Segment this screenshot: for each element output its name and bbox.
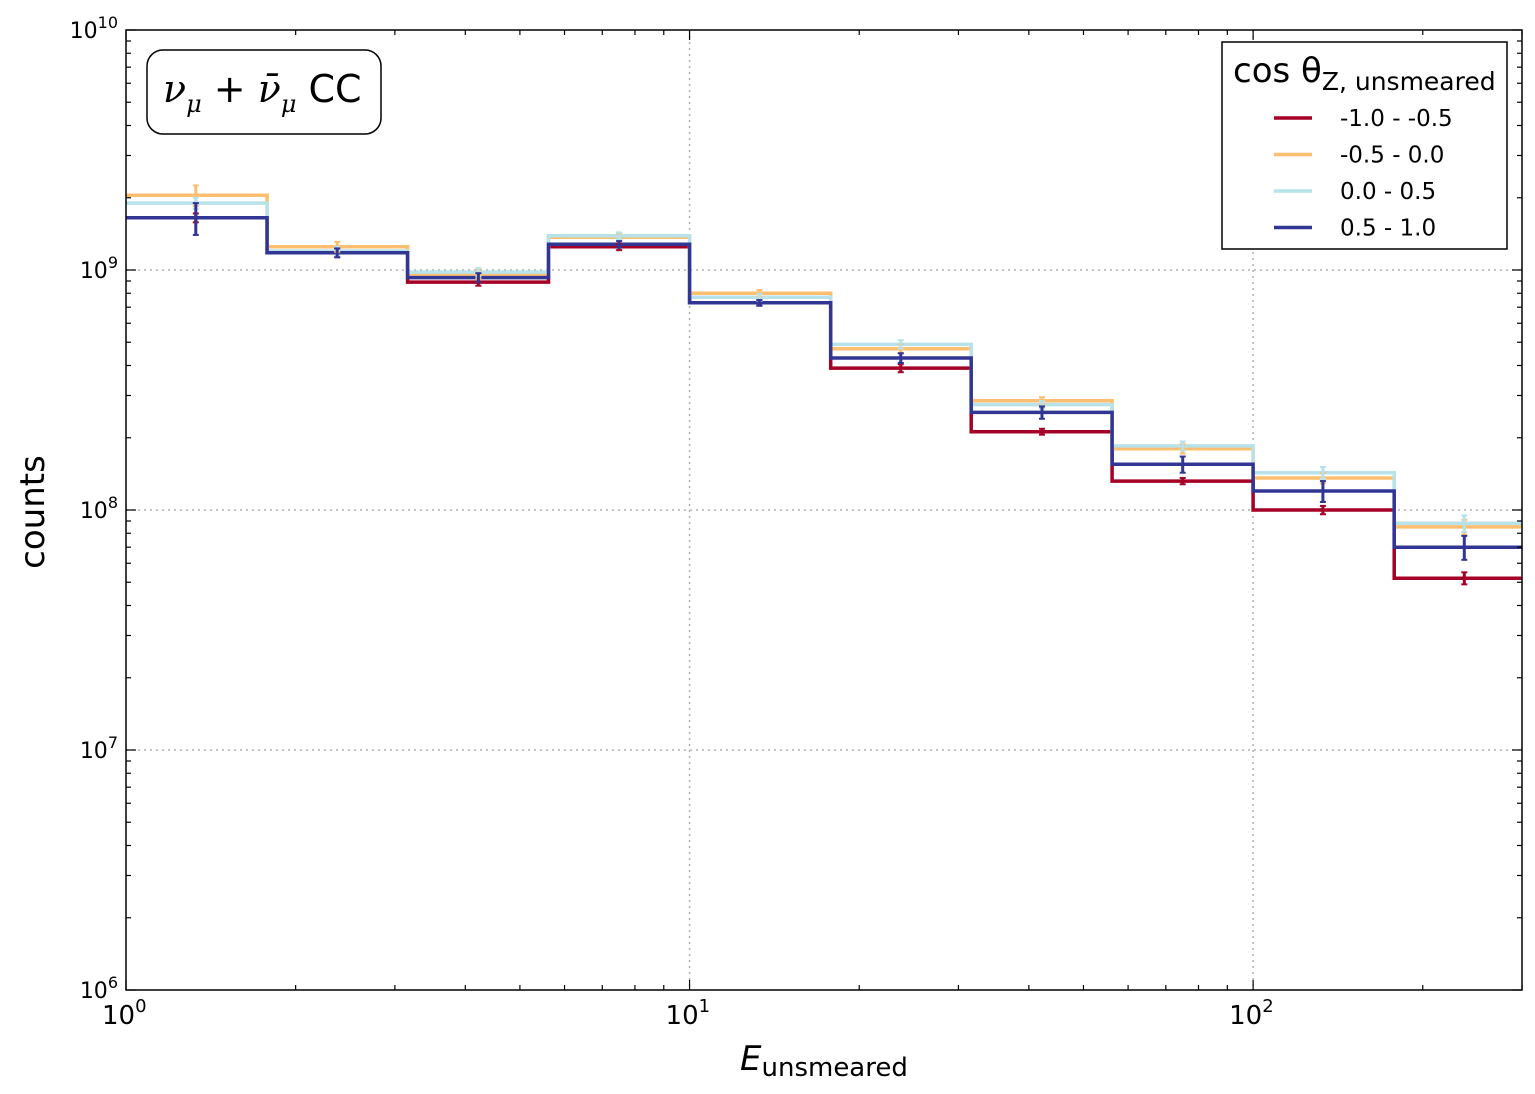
annotation-sub-mu2: μ xyxy=(281,90,297,118)
y-tick-label: 107 xyxy=(80,733,118,764)
y-tick-label-exp: 8 xyxy=(108,493,118,512)
x-tick-label-exp: 2 xyxy=(1262,996,1273,1017)
annotation-sub-mu: μ xyxy=(186,90,202,118)
annotation-text: νμ + ν̄μ CC xyxy=(163,67,362,118)
annotation-plus: + xyxy=(202,67,258,111)
x-tick-label-exp: 1 xyxy=(699,996,710,1017)
x-tick-label-base: 10 xyxy=(1229,1001,1262,1031)
y-tick-label-base: 10 xyxy=(80,499,108,524)
legend-label: 0.5 - 1.0 xyxy=(1340,216,1436,242)
y-tick-label: 108 xyxy=(80,493,118,524)
x-axis-label: Eunsmeared xyxy=(740,1039,908,1083)
y-tick-label-base: 10 xyxy=(80,979,108,1004)
legend-title-sub: Z, unsmeared xyxy=(1322,67,1496,96)
legend-frame xyxy=(1221,41,1508,250)
legend-title: cos θZ, unsmeared xyxy=(1233,51,1496,96)
x-tick-label: 102 xyxy=(1229,996,1274,1031)
y-tick-label-exp: 10 xyxy=(98,13,118,32)
legend-label: 0.0 - 0.5 xyxy=(1340,179,1436,205)
y-tick-label-base: 10 xyxy=(80,739,108,764)
x-tick-label: 100 xyxy=(102,996,147,1031)
y-tick-label-base: 10 xyxy=(70,19,98,44)
annotation-box: νμ + ν̄μ CC xyxy=(146,49,382,135)
axis-ticks xyxy=(125,29,1523,991)
y-tick-label: 1010 xyxy=(70,13,118,44)
legend: cos θZ, unsmeared -1.0 - -0.5 -0.5 - 0.0 0… xyxy=(1221,41,1508,250)
y-tick-label-exp: 9 xyxy=(108,253,118,272)
errorbar-layer xyxy=(192,184,1468,586)
x-axis-label-main: E xyxy=(740,1039,762,1079)
legend-label: -0.5 - 0.0 xyxy=(1340,143,1444,169)
y-axis-label: counts xyxy=(13,455,53,569)
x-tick-label-base: 10 xyxy=(102,1001,135,1031)
x-tick-label-exp: 0 xyxy=(135,996,146,1017)
x-tick-label-base: 10 xyxy=(666,1001,699,1031)
x-tick-label: 101 xyxy=(666,996,711,1031)
legend-items: -1.0 - -0.5 -0.5 - 0.0 0.0 - 0.5 0.5 - 1.0 xyxy=(1274,106,1453,242)
y-tick-label-base: 10 xyxy=(80,259,108,284)
annotation-suffix: CC xyxy=(296,67,361,111)
legend-label: -1.0 - -0.5 xyxy=(1340,106,1453,132)
series-layer xyxy=(126,193,1522,580)
annotation-nubar: ν̄ xyxy=(258,67,281,111)
annotation-nu: ν xyxy=(163,67,186,111)
x-axis-label-sub: unsmeared xyxy=(761,1053,907,1083)
y-tick-label: 109 xyxy=(80,253,118,284)
legend-title-main: cos θ xyxy=(1233,51,1322,91)
series-line-3 xyxy=(126,216,1522,549)
annotation-frame xyxy=(146,49,382,135)
y-tick-label-exp: 7 xyxy=(108,733,118,752)
y-tick-label-exp: 6 xyxy=(108,973,118,992)
y-tick-label: 106 xyxy=(80,973,118,1004)
